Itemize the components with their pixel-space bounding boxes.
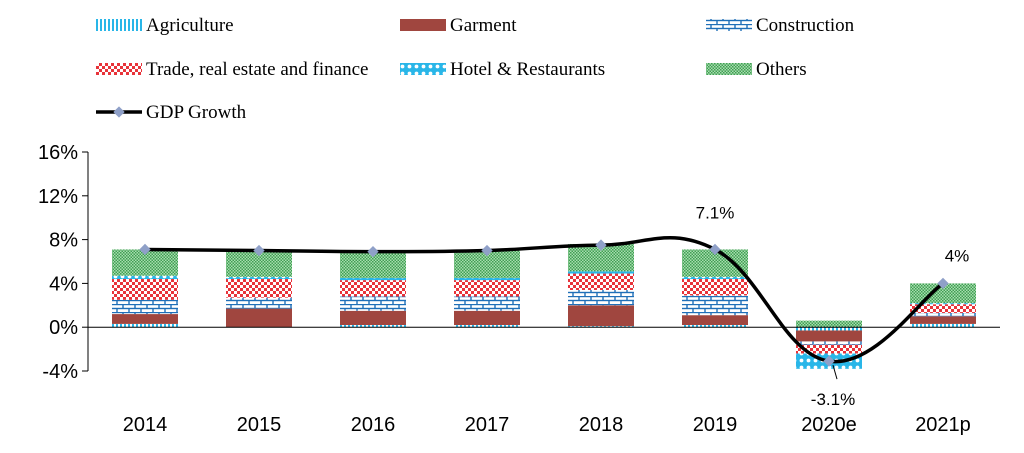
legend-marker-swatch [113, 106, 125, 118]
bars [112, 243, 976, 369]
data-label-2021p: 4% [945, 246, 970, 265]
x-tick-label-2020e: 2020e [801, 414, 857, 436]
gdp-growth-marker-2015 [253, 244, 265, 257]
data-label-2020e: -3.1% [811, 390, 855, 409]
bar-segment-construction-2016 [340, 296, 406, 311]
y-tick-label: 4% [49, 273, 78, 295]
legend-item-trade-real-estate-and-finance: Trade, real estate and finance [96, 59, 368, 80]
bar-segment-hotel-restaurants-2017 [454, 277, 520, 281]
data-label-leader [832, 365, 838, 380]
plot-area: 16%12%8%4%0%-4%7.1%-3.1%4%2014 2015 2016 20… [38, 142, 1000, 436]
x-axis: 2014 2015 2016 2017 2018 2019 2020e 2021p [123, 414, 971, 436]
bar-segment-construction-2015 [226, 297, 292, 309]
bar-segment-agriculture-2014 [112, 323, 178, 328]
bar-segment-agriculture-2016 [340, 325, 406, 328]
gdp-growth-marker-2021p [937, 277, 949, 290]
legend-item-gdp-growth: GDP Growth [96, 102, 247, 123]
bar-segment-trade-real-estate-and-finance-2014 [112, 279, 178, 300]
y-tick-label: 8% [49, 230, 78, 252]
legend-swatch [96, 19, 142, 31]
bar-segment-trade-real-estate-and-finance-2018 [568, 273, 634, 290]
bar-segment-agriculture-2020e [796, 327, 862, 331]
legend-label: GDP Growth [146, 102, 247, 123]
gdp-growth-marker-2016 [367, 245, 379, 258]
data-label-2019: 7.1% [696, 203, 735, 222]
bar-segment-garment-2020e [796, 330, 862, 342]
legend-label: Hotel & Restaurants [450, 59, 605, 80]
chart-legend: Agriculture Garment Construction Trade, rea… [96, 15, 855, 123]
legend-item-construction: Construction [706, 15, 855, 36]
gdp-growth-marker-2014 [139, 243, 151, 256]
legend-label: Others [756, 59, 807, 80]
bar-segment-garment-2015 [226, 308, 292, 328]
legend-swatch [400, 19, 446, 31]
legend-item-agriculture: Agriculture [96, 15, 234, 36]
legend-item-garment: Garment [400, 15, 517, 36]
x-tick-label-2019: 2019 [693, 414, 738, 436]
bar-segment-agriculture-2019 [682, 325, 748, 328]
legend-label: Agriculture [146, 15, 234, 36]
legend-swatch [706, 19, 752, 31]
bar-segment-garment-2019 [682, 315, 748, 326]
x-tick-label-2015: 2015 [237, 414, 282, 436]
x-tick-label-2017: 2017 [465, 414, 510, 436]
gdp-growth-marker-2020e [823, 355, 835, 367]
bar-segment-garment-2014 [112, 314, 178, 324]
bar-segment-trade-real-estate-and-finance-2019 [682, 279, 748, 296]
gdp-growth-marker-2017 [481, 244, 493, 257]
bar-segment-others-2020e [796, 320, 862, 328]
bar-segment-hotel-restaurants-2019 [682, 276, 748, 280]
legend-swatch [400, 63, 446, 75]
bar-segment-hotel-restaurants-2018 [568, 271, 634, 274]
y-tick-label: 16% [38, 142, 78, 164]
bar-segment-agriculture-2018 [568, 326, 634, 328]
bar-segment-agriculture-2021p [910, 323, 976, 328]
y-tick-label: 0% [49, 317, 78, 339]
x-tick-label-2018: 2018 [579, 414, 624, 436]
bar-segment-hotel-restaurants-2014 [112, 275, 178, 280]
legend-item-hotel-restaurants: Hotel & Restaurants [400, 59, 605, 80]
legend-label: Garment [450, 15, 517, 36]
x-tick-label-2016: 2016 [351, 414, 396, 436]
bar-segment-agriculture-2017 [454, 325, 520, 328]
bar-segment-trade-real-estate-and-finance-2017 [454, 280, 520, 297]
bar-segment-trade-real-estate-and-finance-2020e [796, 344, 862, 354]
bar-segment-garment-2018 [568, 305, 634, 327]
bar-segment-garment-2016 [340, 310, 406, 326]
y-tick-label: -4% [42, 361, 78, 383]
legend-swatch [96, 63, 142, 75]
bar-segment-garment-2021p [910, 316, 976, 324]
bar-segment-hotel-restaurants-2021p [910, 303, 976, 305]
legend-label: Trade, real estate and finance [146, 59, 368, 80]
bar-segment-trade-real-estate-and-finance-2021p [910, 304, 976, 313]
bar-segment-trade-real-estate-and-finance-2015 [226, 279, 292, 298]
bar-segment-construction-2021p [910, 312, 976, 317]
x-tick-label-2014: 2014 [123, 414, 168, 436]
bar-segment-construction-2018 [568, 289, 634, 306]
legend-item-others: Others [706, 59, 807, 80]
bar-segment-construction-2014 [112, 299, 178, 315]
y-axis: 16% 12% 8% 4% 0% -4% [38, 142, 89, 383]
gdp-growth-marker-2018 [595, 239, 607, 251]
bar-segment-construction-2017 [454, 296, 520, 311]
y-tick-label: 12% [38, 186, 78, 208]
bar-segment-construction-2020e [796, 341, 862, 345]
bar-segment-construction-2019 [682, 295, 748, 316]
bar-segment-hotel-restaurants-2015 [226, 276, 292, 280]
legend-swatch [706, 63, 752, 75]
x-tick-label-2021p: 2021p [915, 414, 971, 436]
bar-segment-garment-2017 [454, 310, 520, 326]
gdp-growth-marker-2019 [709, 243, 721, 256]
bar-segment-hotel-restaurants-2016 [340, 277, 406, 281]
bar-segment-trade-real-estate-and-finance-2016 [340, 280, 406, 297]
legend-label: Construction [756, 15, 855, 36]
